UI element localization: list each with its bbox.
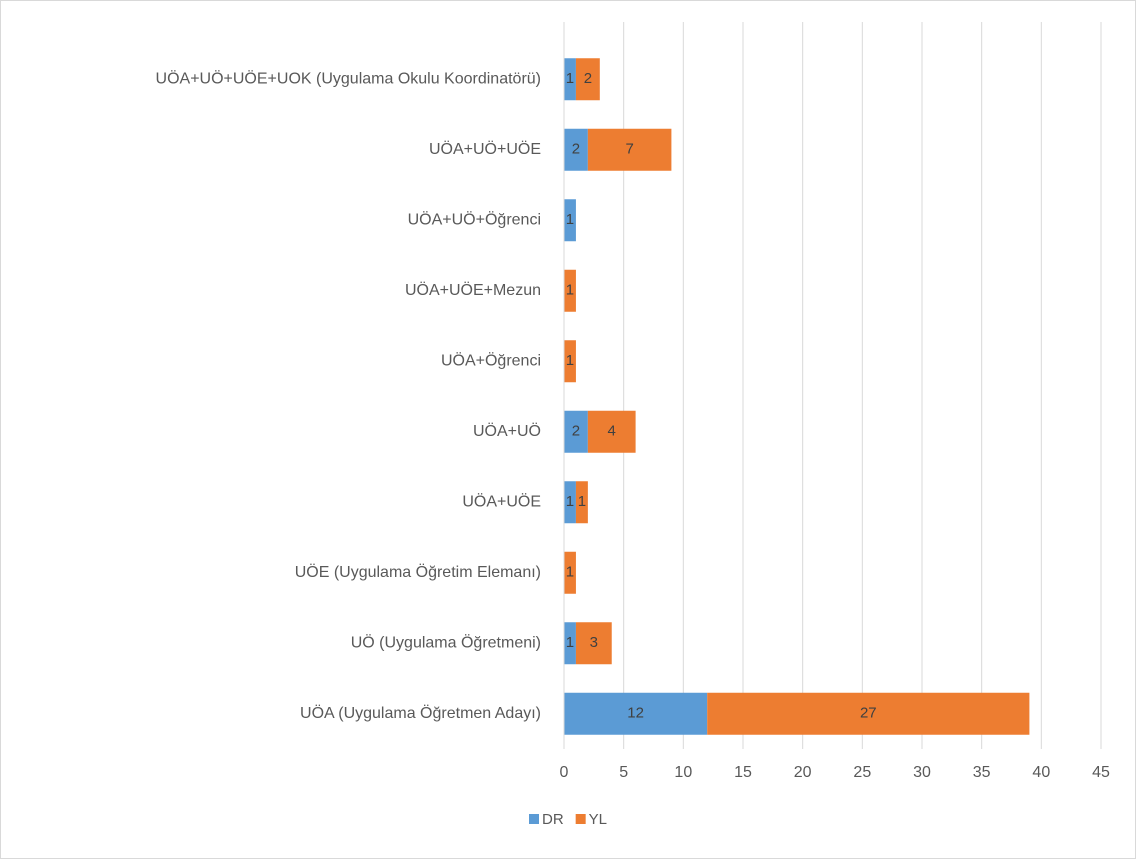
data-label: 1 (566, 70, 574, 87)
bar-segment (564, 58, 576, 101)
data-label: 1 (578, 493, 586, 510)
bar-segment (564, 622, 576, 665)
y-tick-label: UÖA+UÖ+UÖE (429, 140, 541, 158)
data-label: 1 (566, 634, 574, 651)
y-tick-label: UÖA+UÖE+Mezun (405, 281, 541, 299)
data-label: 1 (566, 493, 574, 510)
legend-label: DR (542, 811, 564, 828)
bar-segment (564, 269, 576, 312)
x-tick-label: 35 (973, 764, 991, 781)
data-label: 2 (572, 141, 580, 158)
y-tick-label: UÖA+UÖ+Öğrenci (408, 210, 541, 228)
bar-segment (564, 551, 576, 594)
bar-segment (575, 481, 588, 524)
x-tick-label: 0 (560, 764, 569, 781)
x-tick-label: 20 (794, 764, 812, 781)
legend-label: YL (589, 811, 607, 828)
data-label: 1 (566, 564, 574, 581)
bar-segment (587, 128, 672, 171)
bar-segment (564, 340, 576, 383)
x-tick-label: 30 (913, 764, 931, 781)
x-tick-label: 15 (734, 764, 752, 781)
bar-segment (707, 692, 1030, 735)
data-label: 2 (584, 70, 592, 87)
x-tick-label: 40 (1032, 764, 1050, 781)
data-label: 1 (566, 352, 574, 369)
legend-swatch (575, 814, 586, 824)
y-tick-label: UÖA (Uygulama Öğretmen Adayı) (300, 704, 541, 722)
y-tick-label: UÖE (Uygulama Öğretim Elemanı) (295, 563, 541, 581)
bar-segment (564, 692, 708, 735)
bar-segment (587, 410, 636, 453)
y-tick-label: UÖA+Öğrenci (441, 351, 541, 369)
data-label: 3 (590, 634, 598, 651)
bar-segment (564, 481, 576, 524)
x-tick-label: 5 (619, 764, 628, 781)
x-tick-label: 45 (1092, 764, 1110, 781)
y-tick-label: UÖA+UÖ (473, 422, 541, 440)
data-label: 27 (860, 705, 877, 722)
legend-swatch (529, 814, 539, 824)
data-label: 1 (566, 282, 574, 299)
bar-segment (564, 128, 588, 171)
bar-segment (564, 199, 576, 242)
x-tick-label: 10 (674, 764, 692, 781)
data-label: 2 (572, 423, 580, 440)
data-label: 4 (608, 423, 616, 440)
data-label: 12 (627, 705, 644, 722)
data-label: 1 (566, 211, 574, 228)
bar-segment (575, 622, 612, 665)
y-tick-label: UÖA+UÖ+UÖE+UOK (Uygulama Okulu Koordinat… (156, 69, 541, 87)
y-tick-label: UÖA+UÖE (462, 492, 541, 510)
bar-segment (564, 410, 588, 453)
x-tick-label: 25 (853, 764, 871, 781)
data-label: 7 (625, 141, 633, 158)
y-tick-label: UÖ (Uygulama Öğretmeni) (351, 633, 541, 651)
bar-segment (575, 58, 600, 101)
